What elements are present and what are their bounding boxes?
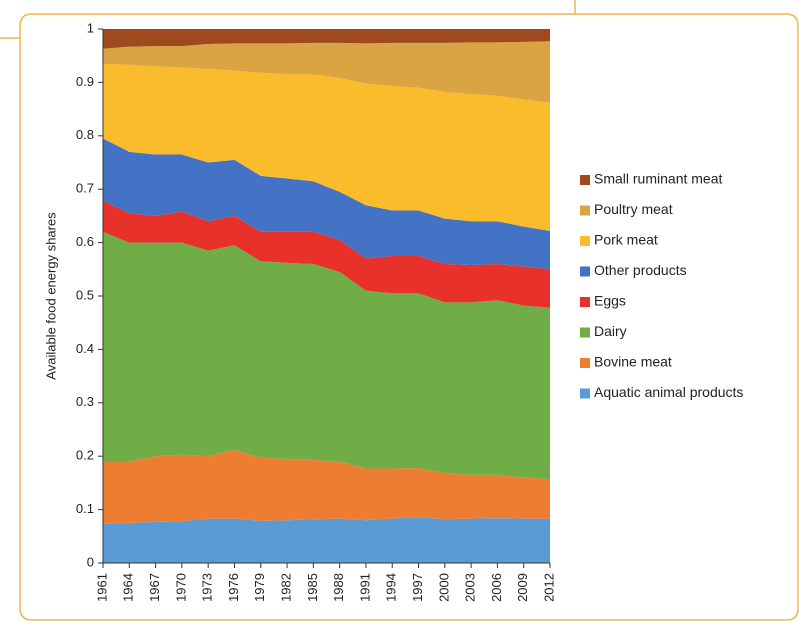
area	[103, 138, 550, 270]
legend-label: Poultry meat	[594, 201, 673, 217]
area	[103, 449, 550, 525]
area	[103, 200, 550, 308]
x-tick-label: 1991	[357, 573, 372, 602]
legend-label: Small ruminant meat	[594, 171, 722, 187]
x-tick-label: 1979	[252, 573, 267, 602]
legend-label: Aquatic animal products	[594, 384, 743, 400]
legend-swatch	[580, 388, 590, 399]
x-tick-label: 1976	[226, 573, 241, 602]
y-tick-label: 0.6	[76, 234, 94, 249]
legend-swatch	[580, 236, 590, 246]
legend-label: Pork meat	[594, 232, 658, 248]
x-tick-label: 1964	[121, 573, 136, 602]
x-tick-label: 2012	[541, 573, 556, 602]
y-tick-label: 0.1	[76, 501, 94, 516]
y-tick-label: 0.8	[76, 127, 94, 142]
area	[103, 231, 550, 480]
legend-label: Dairy	[594, 323, 627, 339]
x-tick-label: 1994	[384, 573, 399, 602]
y-tick-label: 1	[87, 20, 94, 35]
area	[103, 41, 550, 103]
x-tick-label: 1997	[410, 573, 425, 602]
legend-label: Bovine meat	[594, 354, 672, 370]
x-tick-label: 1985	[305, 573, 320, 602]
legend-swatch	[580, 327, 590, 338]
y-tick-label: 0.7	[76, 181, 94, 196]
legend-swatch	[580, 266, 590, 277]
x-tick-label: 1973	[200, 573, 215, 602]
area	[103, 29, 550, 49]
y-tick-label: 0	[87, 554, 94, 569]
legend-label: Other products	[594, 262, 687, 278]
area	[103, 63, 550, 231]
x-tick-label: 2009	[515, 573, 530, 602]
y-tick-label: 0.2	[76, 448, 94, 463]
x-tick-label: 1982	[278, 573, 293, 602]
x-tick-label: 1967	[147, 573, 162, 602]
y-axis-label: Available food energy shares	[43, 212, 58, 380]
y-tick-label: 0.4	[76, 341, 94, 356]
legend-swatch	[580, 297, 590, 307]
legend-label: Eggs	[594, 293, 626, 309]
x-tick-label: 1970	[173, 573, 188, 602]
y-tick-label: 0.5	[76, 287, 94, 302]
x-tick-label: 2000	[436, 573, 451, 602]
y-tick-label: 0.3	[76, 394, 94, 409]
x-tick-label: 1988	[331, 573, 346, 602]
x-tick-label: 2003	[463, 573, 478, 602]
x-tick-label: 1961	[94, 573, 109, 602]
legend-swatch	[580, 358, 590, 368]
area	[103, 517, 550, 563]
y-tick-label: 0.9	[76, 74, 94, 89]
x-tick-label: 2006	[489, 573, 504, 602]
legend-swatch	[580, 175, 590, 185]
legend-swatch	[580, 205, 590, 216]
frame	[19, 0, 799, 621]
